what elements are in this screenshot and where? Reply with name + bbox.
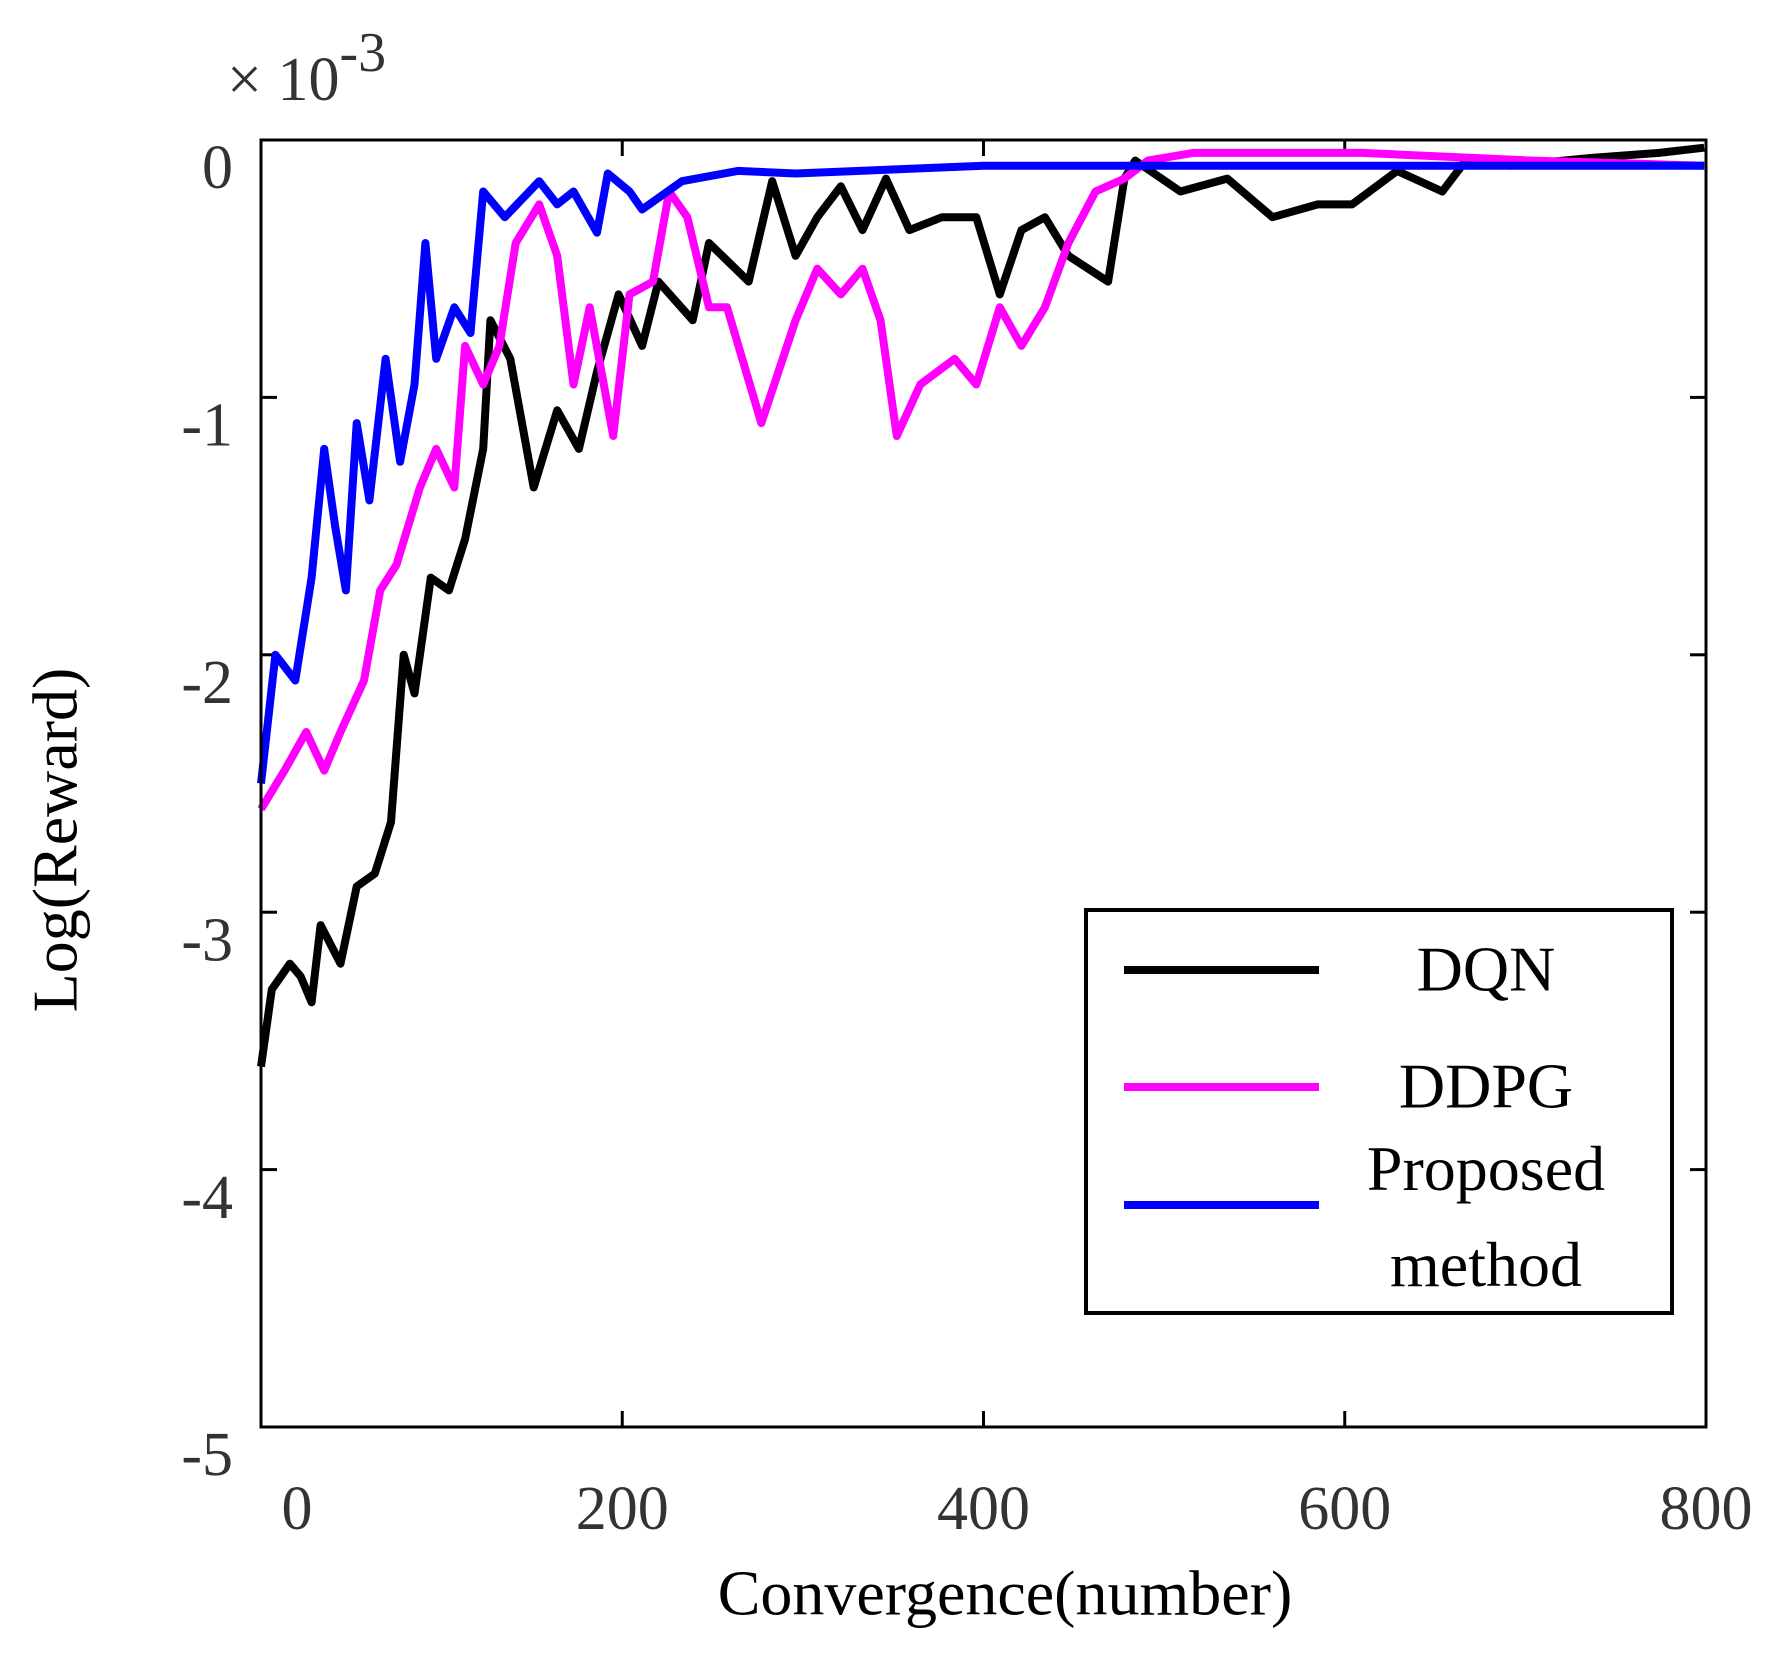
axis-multiplier: × 10-3 (227, 22, 386, 114)
multiplier-base: × 10 (227, 46, 339, 114)
y-tick-label: -3 (181, 906, 233, 974)
y-tick-label: -2 (181, 649, 233, 717)
plot-frame (259, 138, 1708, 1429)
legend-label-line: method (1390, 1229, 1582, 1300)
x-tick-label: 200 (576, 1475, 669, 1543)
y-tick-label: -5 (181, 1421, 233, 1489)
x-tick-label: 800 (1660, 1475, 1753, 1543)
legend-label-line: Proposed (1367, 1133, 1605, 1204)
x-tick-label: 400 (937, 1475, 1030, 1543)
y-axis-label: Log(Reward) (20, 668, 91, 1013)
multiplier-exponent: -3 (339, 22, 386, 84)
series-line (257, 161, 1705, 784)
x-tick-label: 0 (282, 1475, 313, 1543)
x-axis-label: Convergence(number) (718, 1558, 1293, 1629)
x-tick-label: 600 (1298, 1475, 1391, 1543)
legend-label: DQN (1417, 934, 1556, 1005)
legend-box (1084, 908, 1674, 1315)
legend-label: Proposed method (1367, 1133, 1605, 1300)
y-tick-label: 0 (202, 134, 233, 202)
series-line (257, 143, 1705, 1068)
y-tick-label: -1 (181, 392, 233, 460)
y-tick-label: -4 (181, 1164, 233, 1232)
series-line (257, 148, 1705, 812)
legend-label: DDPG (1399, 1051, 1573, 1122)
